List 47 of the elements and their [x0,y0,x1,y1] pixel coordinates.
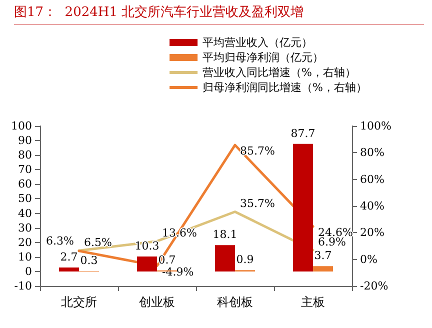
y-tick-label: 40 [18,206,32,220]
line-series [78,144,314,268]
data-label: 6.3% [46,234,74,248]
legend-label: 平均营业收入（亿元） [202,36,313,49]
y2-tick-label: 20% [360,226,384,240]
x-tick-label: 北交所 [61,295,97,309]
data-label: 18.1 [212,228,238,242]
data-label: 85.7% [240,144,275,158]
y-tick-label: 80 [18,148,32,162]
y2-tick-label: 60% [360,172,384,186]
data-label: 0.3 [80,254,98,268]
legend-label: 营业收入同比增速（%，右轴） [202,66,356,79]
data-label: 6.9% [318,236,346,249]
bar [215,245,235,272]
data-label: 6.5% [84,236,112,250]
data-label: 2.7 [60,250,78,264]
x-tick-label: 创业板 [139,295,175,309]
y-tick-label: 70 [18,163,32,176]
y2-tick-label: 0% [360,252,378,266]
x-tick-label: 科创板 [217,295,253,309]
legend-label: 平均归母净利润（亿元） [202,51,324,64]
data-label: 35.7% [240,197,275,210]
bar [313,266,333,272]
y-tick-label: 10 [18,250,32,264]
y2-tick-label: 80% [360,146,384,160]
data-label: 10.3 [134,239,160,252]
y-tick-label: 30 [18,221,32,234]
bar [137,256,157,272]
y-tick-label: 20 [18,236,32,249]
y2-tick-label: 100% [360,120,392,132]
y-tick-label: 90 [18,134,32,148]
data-label: 0.9 [236,253,254,266]
y2-tick-label: -20% [360,280,388,292]
y-tick-label: 0 [25,264,32,278]
bar [293,144,313,272]
y-tick-label: 50 [18,192,32,206]
y-tick-label: 100 [11,120,32,132]
y-tick-label: -10 [14,280,32,292]
y-tick-label: 60 [18,178,32,191]
bar [59,268,79,272]
x-tick-label: 主板 [301,295,325,309]
data-label: 3.7 [314,249,332,262]
legend-label: 归母净利润同比增速（%，右轴） [202,81,367,94]
data-label: 87.7 [290,126,316,140]
data-label: -4.9% [162,265,194,278]
y2-tick-label: 40% [360,200,384,212]
chart-title: 图17： 2024H1 北交所汽车行业营收及盈利双增 [14,3,424,25]
